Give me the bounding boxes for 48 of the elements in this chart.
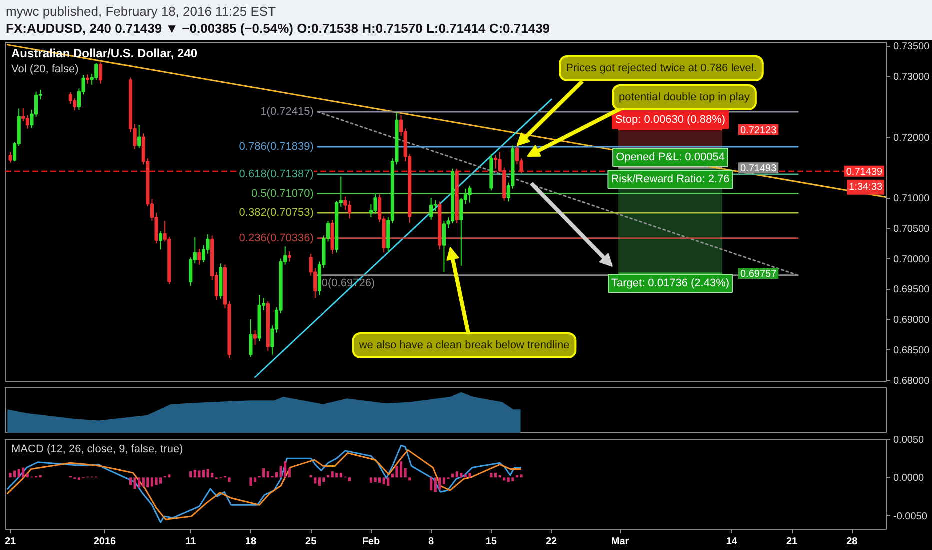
series-label: 0.5(0.71070) (252, 188, 314, 200)
annotation: Risk/Reward Ratio: 2.76 (611, 174, 730, 186)
chart-title: MACD (12, 26, close, 9, false, true) (12, 444, 184, 456)
y-tick-label: 0.72000 (894, 132, 930, 144)
x-tick-label: 28 (846, 536, 858, 548)
x-tick-label: 18 (245, 536, 257, 548)
x-tick-label: 15 (486, 536, 498, 548)
annotation: Opened P&L: 0.00054 (616, 152, 725, 164)
y-tick-label: 0.68000 (894, 376, 930, 387)
annotation: 1:34:33 (849, 182, 883, 193)
x-tick-label: 21 (786, 536, 798, 548)
series-label: 0.786(0.71839) (239, 141, 314, 154)
x-tick-label: 2016 (94, 536, 117, 548)
ref-line-label: 0.72123 (740, 125, 778, 136)
series-label: 0.382(0.70753) (239, 207, 314, 220)
ref-line-label: 0.69757 (740, 269, 778, 280)
annotation: potential double top in play (619, 92, 750, 104)
y-tick-label: 0.68500 (894, 345, 930, 356)
x-tick-label: 25 (306, 536, 318, 548)
y-tick-label: 0.0000 (894, 473, 925, 484)
y-tick-label: 0.73000 (894, 72, 930, 84)
ref-line-label: 0.71439 (846, 166, 883, 178)
x-tick-label: 21 (4, 536, 17, 548)
y-tick-label: 0.69000 (894, 315, 930, 326)
annotation: Prices got rejected twice at 0.786 level. (566, 62, 757, 74)
series-label: 1(0.72415) (260, 106, 314, 118)
chart-title: Vol (20, false) (12, 64, 79, 76)
text: FX:AUDUSD, 240 0.71439 ▼ −0.00385 (−0.54%) O:0.71538 H:0.71570 L:0.71414 C:0.71439 (6, 20, 550, 37)
y-tick-label: 0.0050 (894, 435, 925, 446)
x-tick-label: 22 (546, 536, 558, 548)
annotation: we also have a clean break below trendline (358, 340, 570, 352)
band-label: Stop: 0.00630 (0.88%) (615, 114, 726, 126)
y-tick-label: 0.69500 (894, 284, 930, 296)
x-tick-label: 8 (428, 536, 435, 548)
x-tick-label: 11 (186, 536, 197, 548)
y-tick-label: -0.0050 (894, 511, 928, 522)
x-tick-label: Mar (611, 536, 630, 548)
y-tick-label: 0.70000 (894, 254, 930, 266)
x-tick-label: Feb (362, 536, 380, 548)
text: mywc published, February 18, 2016 11:25 EST (6, 3, 278, 20)
y-tick-label: 0.73500 (894, 42, 930, 53)
series-label: 0.618(0.71387) (239, 168, 314, 181)
x-tick-label: 14 (726, 536, 738, 548)
band-label: Target: 0.01736 (2.43%) (611, 278, 730, 290)
ref-line-label: 0.71493 (740, 164, 778, 175)
series-label: 0.236(0.70336) (239, 232, 314, 244)
y-tick-label: 0.70500 (894, 224, 930, 235)
y-tick-label: 0.71000 (894, 194, 930, 205)
